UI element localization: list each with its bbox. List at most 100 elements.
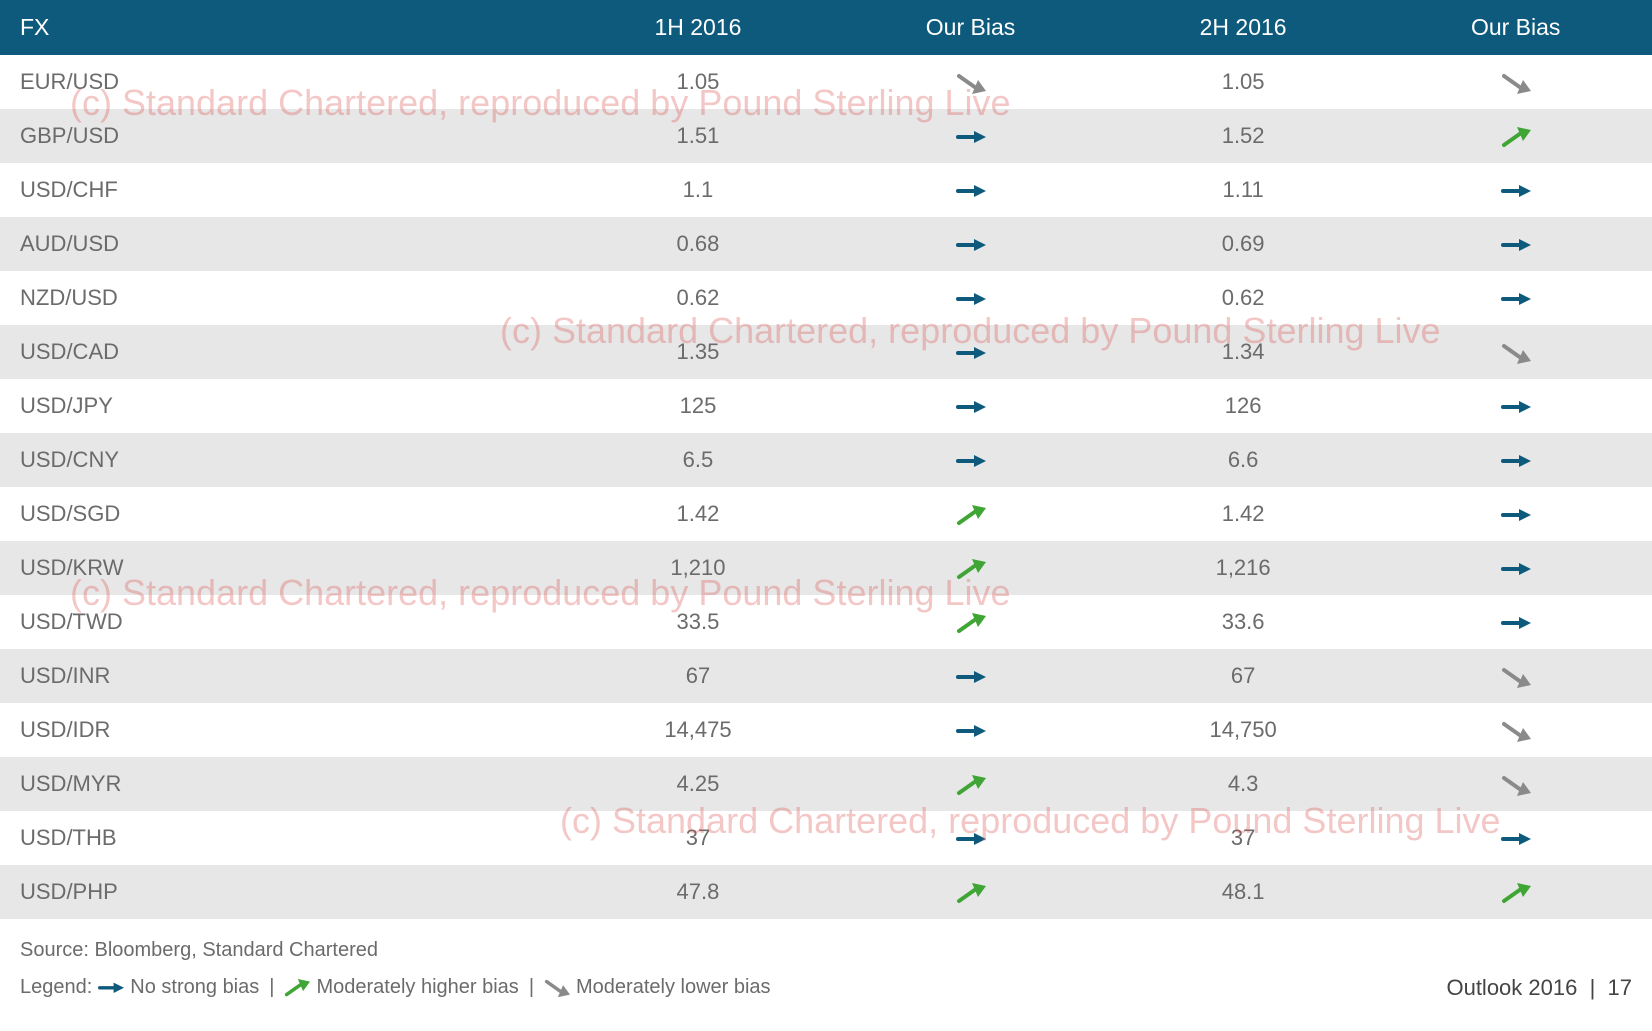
page-number-value: 17 <box>1608 975 1632 1000</box>
fx-pair-cell: USD/PHP <box>0 865 562 919</box>
down-arrow-icon <box>834 55 1107 109</box>
fx-pair-cell: USD/TWD <box>0 595 562 649</box>
table-row: USD/MYR4.25 4.3 <box>0 757 1652 811</box>
table-row: USD/KRW1,210 1,216 <box>0 541 1652 595</box>
down-arrow-icon <box>1379 649 1652 703</box>
fx-pair-cell: GBP/USD <box>0 109 562 163</box>
h1-value-cell: 0.68 <box>562 217 835 271</box>
h1-value-cell: 1.51 <box>562 109 835 163</box>
page-number: Outlook 2016 | 17 <box>1446 975 1632 1001</box>
h2-value-cell: 6.6 <box>1107 433 1380 487</box>
h2-value-cell: 67 <box>1107 649 1380 703</box>
h2-value-cell: 4.3 <box>1107 757 1380 811</box>
up-arrow-icon <box>1379 109 1652 163</box>
col-header-bias1: Our Bias <box>834 0 1107 55</box>
fx-pair-cell: USD/CAD <box>0 325 562 379</box>
flat-arrow-icon <box>1379 163 1652 217</box>
flat-arrow-icon <box>834 109 1107 163</box>
down-arrow-icon <box>1379 757 1652 811</box>
flat-arrow-icon <box>1379 271 1652 325</box>
h1-value-cell: 33.5 <box>562 595 835 649</box>
flat-arrow-icon <box>834 379 1107 433</box>
h1-value-cell: 1.1 <box>562 163 835 217</box>
h2-value-cell: 1.42 <box>1107 487 1380 541</box>
fx-outlook-container: FX 1H 2016 Our Bias 2H 2016 Our Bias EUR… <box>0 0 1652 1009</box>
legend-up-label: Moderately higher bias <box>316 976 518 999</box>
up-arrow-icon <box>1379 865 1652 919</box>
fx-pair-cell: USD/SGD <box>0 487 562 541</box>
fx-pair-cell: USD/IDR <box>0 703 562 757</box>
flat-arrow-icon <box>1379 541 1652 595</box>
flat-arrow-icon <box>834 325 1107 379</box>
down-arrow-icon <box>1379 325 1652 379</box>
fx-pair-cell: USD/MYR <box>0 757 562 811</box>
table-row: USD/CNY6.5 6.6 <box>0 433 1652 487</box>
h2-value-cell: 1,216 <box>1107 541 1380 595</box>
h2-value-cell: 1.34 <box>1107 325 1380 379</box>
h1-value-cell: 6.5 <box>562 433 835 487</box>
h2-value-cell: 48.1 <box>1107 865 1380 919</box>
up-arrow-icon <box>834 595 1107 649</box>
fx-pair-cell: USD/INR <box>0 649 562 703</box>
up-arrow-icon <box>284 976 310 999</box>
h1-value-cell: 47.8 <box>562 865 835 919</box>
table-row: USD/PHP47.8 48.1 <box>0 865 1652 919</box>
flat-arrow-icon <box>834 163 1107 217</box>
table-row: USD/JPY125 126 <box>0 379 1652 433</box>
col-header-1h: 1H 2016 <box>562 0 835 55</box>
table-row: EUR/USD1.05 1.05 <box>0 55 1652 109</box>
h1-value-cell: 67 <box>562 649 835 703</box>
down-arrow-icon <box>1379 703 1652 757</box>
col-header-fx: FX <box>0 0 562 55</box>
h2-value-cell: 1.52 <box>1107 109 1380 163</box>
table-row: USD/SGD1.42 1.42 <box>0 487 1652 541</box>
fx-pair-cell: USD/THB <box>0 811 562 865</box>
fx-pair-cell: USD/CNY <box>0 433 562 487</box>
fx-table: FX 1H 2016 Our Bias 2H 2016 Our Bias EUR… <box>0 0 1652 919</box>
legend: Legend: No strong bias | Moderately high… <box>20 976 1632 999</box>
down-arrow-icon <box>1379 55 1652 109</box>
table-row: USD/INR67 67 <box>0 649 1652 703</box>
table-row: USD/THB37 37 <box>0 811 1652 865</box>
legend-separator: | <box>269 976 274 999</box>
up-arrow-icon <box>834 757 1107 811</box>
table-row: AUD/USD0.68 0.69 <box>0 217 1652 271</box>
table-row: USD/CHF1.1 1.11 <box>0 163 1652 217</box>
h1-value-cell: 125 <box>562 379 835 433</box>
flat-arrow-icon <box>834 703 1107 757</box>
down-arrow-icon <box>544 976 570 999</box>
h2-value-cell: 33.6 <box>1107 595 1380 649</box>
fx-pair-cell: USD/CHF <box>0 163 562 217</box>
fx-pair-cell: USD/JPY <box>0 379 562 433</box>
fx-pair-cell: EUR/USD <box>0 55 562 109</box>
table-header-row: FX 1H 2016 Our Bias 2H 2016 Our Bias <box>0 0 1652 55</box>
up-arrow-icon <box>834 487 1107 541</box>
h1-value-cell: 4.25 <box>562 757 835 811</box>
flat-arrow-icon <box>1379 811 1652 865</box>
h1-value-cell: 1,210 <box>562 541 835 595</box>
h1-value-cell: 14,475 <box>562 703 835 757</box>
h2-value-cell: 1.05 <box>1107 55 1380 109</box>
flat-arrow-icon <box>1379 433 1652 487</box>
up-arrow-icon <box>834 541 1107 595</box>
fx-pair-cell: AUD/USD <box>0 217 562 271</box>
col-header-2h: 2H 2016 <box>1107 0 1380 55</box>
fx-pair-cell: USD/KRW <box>0 541 562 595</box>
flat-arrow-icon <box>1379 379 1652 433</box>
footer: Source: Bloomberg, Standard Chartered Le… <box>0 919 1652 1009</box>
h2-value-cell: 37 <box>1107 811 1380 865</box>
h1-value-cell: 0.62 <box>562 271 835 325</box>
up-arrow-icon <box>834 865 1107 919</box>
flat-arrow-icon <box>98 976 124 999</box>
h1-value-cell: 1.42 <box>562 487 835 541</box>
flat-arrow-icon <box>1379 217 1652 271</box>
flat-arrow-icon <box>834 271 1107 325</box>
table-row: NZD/USD0.62 0.62 <box>0 271 1652 325</box>
h2-value-cell: 14,750 <box>1107 703 1380 757</box>
h2-value-cell: 0.69 <box>1107 217 1380 271</box>
flat-arrow-icon <box>834 433 1107 487</box>
table-row: USD/CAD1.35 1.34 <box>0 325 1652 379</box>
h2-value-cell: 126 <box>1107 379 1380 433</box>
source-text: Source: Bloomberg, Standard Chartered <box>20 939 1632 962</box>
fx-pair-cell: NZD/USD <box>0 271 562 325</box>
